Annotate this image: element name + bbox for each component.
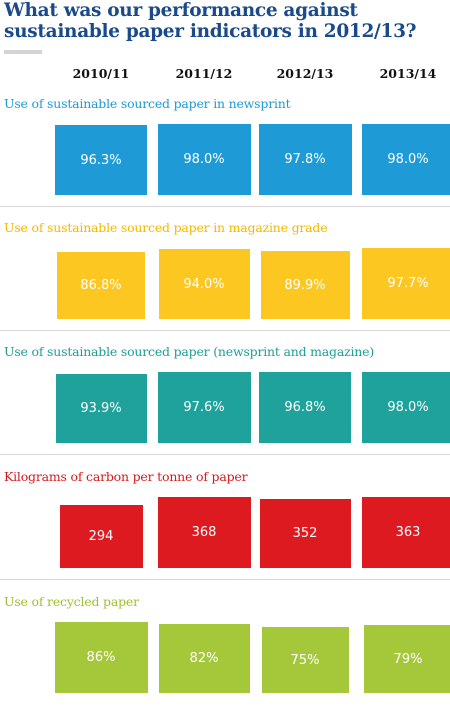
value-square: 97.6% bbox=[158, 372, 251, 443]
indicator-title: Kilograms of carbon per tonne of paper bbox=[4, 469, 247, 484]
value-label: 98.0% bbox=[183, 152, 224, 167]
indicator-section: Use of sustainable sourced paper in maga… bbox=[0, 220, 450, 340]
value-label: 86% bbox=[87, 650, 116, 665]
year-label: 2010/11 bbox=[53, 66, 149, 81]
value-label: 97.6% bbox=[183, 400, 224, 415]
indicator-section: Kilograms of carbon per tonne of paper 29… bbox=[0, 469, 450, 589]
year-label: 2013/14 bbox=[360, 66, 450, 81]
value-square: 86% bbox=[55, 622, 148, 693]
value-square: 363 bbox=[362, 497, 450, 568]
value-label: 86.8% bbox=[80, 278, 121, 293]
value-label: 96.8% bbox=[284, 400, 325, 415]
year-label: 2012/13 bbox=[257, 66, 353, 81]
indicator-title: Use of sustainable sourced paper (newspr… bbox=[4, 344, 374, 359]
value-label: 97.8% bbox=[284, 152, 325, 167]
value-label: 82% bbox=[190, 651, 219, 666]
value-square: 86.8% bbox=[57, 252, 145, 319]
value-square: 98.0% bbox=[158, 124, 251, 195]
value-label: 352 bbox=[293, 526, 318, 541]
value-square: 79% bbox=[364, 625, 450, 693]
value-square: 94.0% bbox=[159, 249, 250, 319]
indicator-title: Use of sustainable sourced paper in news… bbox=[4, 96, 290, 111]
value-square: 352 bbox=[260, 499, 351, 568]
indicator-section: Use of recycled paper 86% 82% 75% 79% bbox=[0, 594, 450, 714]
value-label: 75% bbox=[291, 653, 320, 668]
value-square: 89.9% bbox=[261, 251, 350, 319]
value-label: 94.0% bbox=[183, 277, 224, 292]
value-label: 368 bbox=[192, 525, 217, 540]
indicator-section: Use of sustainable sourced paper (newspr… bbox=[0, 344, 450, 464]
value-label: 97.7% bbox=[387, 276, 428, 291]
value-label: 96.3% bbox=[80, 153, 121, 168]
indicator-title: Use of sustainable sourced paper in maga… bbox=[4, 220, 327, 235]
indicator-section: Use of sustainable sourced paper in news… bbox=[0, 96, 450, 216]
year-label: 2011/12 bbox=[156, 66, 252, 81]
value-label: 79% bbox=[394, 652, 423, 667]
page-title: What was our performance against sustain… bbox=[4, 0, 444, 42]
value-square: 93.9% bbox=[56, 374, 147, 443]
value-square: 368 bbox=[158, 497, 251, 568]
section-divider bbox=[0, 330, 450, 331]
value-square: 97.7% bbox=[362, 248, 450, 319]
value-square: 82% bbox=[159, 624, 250, 693]
value-square: 75% bbox=[262, 627, 349, 693]
section-divider bbox=[0, 206, 450, 207]
value-label: 89.9% bbox=[284, 278, 325, 293]
value-label: 93.9% bbox=[80, 401, 121, 416]
indicator-title: Use of recycled paper bbox=[4, 594, 139, 609]
section-divider bbox=[0, 579, 450, 580]
value-label: 294 bbox=[89, 529, 114, 544]
value-label: 98.0% bbox=[387, 152, 428, 167]
year-header: 2010/11 2011/12 2012/13 2013/14 bbox=[0, 66, 450, 82]
value-label: 98.0% bbox=[387, 400, 428, 415]
title-rule bbox=[4, 50, 42, 54]
value-square: 96.3% bbox=[55, 125, 147, 195]
section-divider bbox=[0, 454, 450, 455]
value-square: 97.8% bbox=[259, 124, 352, 195]
value-square: 294 bbox=[60, 505, 143, 568]
value-label: 363 bbox=[396, 525, 421, 540]
value-square: 98.0% bbox=[362, 372, 450, 443]
value-square: 98.0% bbox=[362, 124, 450, 195]
value-square: 96.8% bbox=[259, 372, 351, 443]
